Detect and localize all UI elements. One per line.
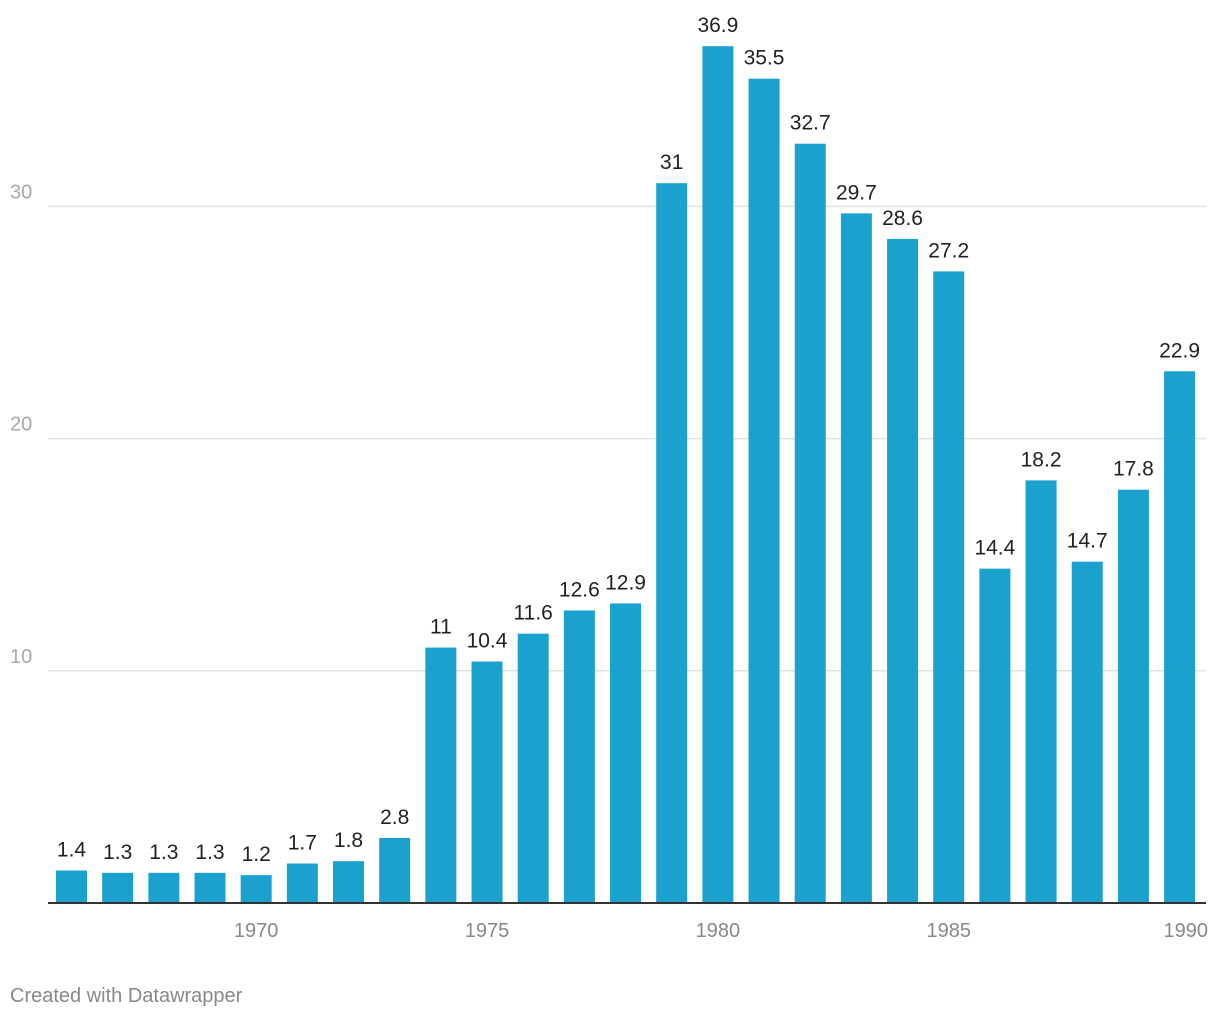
bar-1988 xyxy=(1071,561,1103,903)
bar-1986 xyxy=(979,568,1011,903)
value-label-1968: 1.3 xyxy=(149,841,178,864)
bar-1974 xyxy=(425,647,457,903)
bar-1966 xyxy=(56,870,87,903)
bar-chart: 10 20 30 1.4 1.3 1.3 1.3 1.2 1.7 1.8 2.8 11 10.4 11.… xyxy=(10,14,1209,942)
value-label-1974: 11 xyxy=(430,616,452,639)
y-tick-label: 10 xyxy=(10,646,32,668)
x-tick-label-1980: 1980 xyxy=(696,920,741,942)
value-label-1973: 2.8 xyxy=(380,806,409,829)
value-label-1989: 17.8 xyxy=(1113,458,1154,481)
value-label-1986: 14.4 xyxy=(974,537,1015,560)
bar-1980 xyxy=(702,46,734,903)
bar-1982 xyxy=(794,143,826,903)
value-label-1987: 18.2 xyxy=(1021,448,1062,471)
bar-1968 xyxy=(148,872,180,903)
value-label-1981: 35.5 xyxy=(744,47,785,70)
value-label-1966: 1.4 xyxy=(57,838,87,861)
bar-1973 xyxy=(379,837,411,903)
value-label-1988: 14.7 xyxy=(1067,530,1108,553)
value-label-1985: 27.2 xyxy=(928,239,969,262)
x-tick-label-1990: 1990 xyxy=(1164,920,1209,942)
bar-1985 xyxy=(933,271,965,903)
value-label-1970: 1.2 xyxy=(242,843,271,866)
y-tick-label: 20 xyxy=(10,414,32,436)
value-label-1982: 32.7 xyxy=(790,112,831,135)
bar-1990 xyxy=(1164,371,1196,904)
bar-1970 xyxy=(240,875,272,903)
bar-1983 xyxy=(840,213,872,904)
value-label-1984: 28.6 xyxy=(882,207,923,230)
bar-1987 xyxy=(1025,480,1057,903)
bar-1976 xyxy=(517,633,549,903)
bar-1977 xyxy=(563,610,595,903)
value-label-1976: 11.6 xyxy=(514,602,553,625)
bar-1971 xyxy=(286,863,318,903)
bar-1981 xyxy=(748,78,780,903)
bar-1989 xyxy=(1117,489,1149,903)
x-tick-label-1970: 1970 xyxy=(234,920,279,942)
value-label-1969: 1.3 xyxy=(195,841,224,864)
y-tick-label: 30 xyxy=(10,181,32,203)
value-label-1980: 36.9 xyxy=(697,14,738,37)
value-label-1977: 12.6 xyxy=(559,578,600,601)
bar-1967 xyxy=(102,872,134,903)
bar-1984 xyxy=(887,238,919,903)
value-label-1972: 1.8 xyxy=(334,829,363,852)
axes: 1970 1975 1980 1985 1990 xyxy=(48,902,1209,942)
value-labels: 1.4 1.3 1.3 1.3 1.2 1.7 1.8 2.8 11 10.4 11.6 12.6 12… xyxy=(57,14,1200,866)
value-label-1979: 31 xyxy=(660,151,683,174)
value-label-1990: 22.9 xyxy=(1159,339,1200,362)
x-tick-label-1985: 1985 xyxy=(926,920,971,942)
bar-1975 xyxy=(471,661,503,903)
bar-1978 xyxy=(610,603,642,903)
footer-credit: Created with Datawrapper xyxy=(10,985,243,1007)
bar-1972 xyxy=(333,861,365,903)
bars xyxy=(56,46,1196,904)
value-label-1971: 1.7 xyxy=(288,832,317,855)
x-tick-label-1975: 1975 xyxy=(465,920,510,942)
value-label-1967: 1.3 xyxy=(103,841,132,864)
value-label-1978: 12.9 xyxy=(605,571,646,594)
value-label-1975: 10.4 xyxy=(467,630,508,653)
bar-1979 xyxy=(656,183,688,903)
bar-1969 xyxy=(194,872,226,903)
value-label-1983: 29.7 xyxy=(836,181,877,204)
